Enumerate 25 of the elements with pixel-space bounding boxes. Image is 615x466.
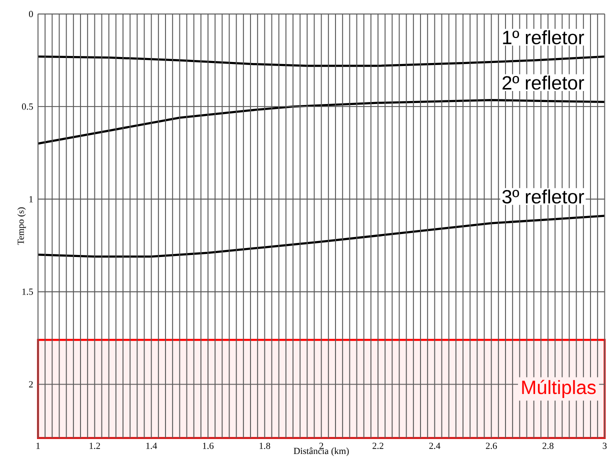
x-tick-label: 1.8	[260, 442, 270, 450]
x-tick-label: 2	[319, 442, 324, 449]
x-tick-label: 2.4	[429, 442, 440, 450]
line-series	[36, 99, 606, 145]
annotation: 2º refletor	[502, 76, 584, 90]
annotation: 1º refletor	[503, 30, 584, 44]
y-tick-label: 1	[29, 196, 33, 202]
line-series	[36, 56, 606, 67]
x-tick-label: 1.6	[202, 442, 214, 450]
x-axis-title: Distância (km)	[294, 448, 349, 456]
y-tick-label: 0.5	[22, 103, 33, 110]
y-tick-label: 0	[28, 10, 33, 18]
y-axis-title: Tempo (s)	[17, 207, 26, 245]
y-tick-label: 2	[29, 381, 33, 388]
x-tick-label: 1.4	[146, 442, 158, 449]
y-tick-label: 1.5	[22, 288, 33, 295]
band-label: Múltiplas	[522, 380, 596, 398]
x-tick-label: 2.6	[486, 442, 497, 450]
x-tick-label: 2.8	[542, 442, 554, 450]
x-tick-label: 1.2	[90, 442, 100, 450]
x-tick-label: 3	[602, 442, 607, 449]
x-tick-label: 1	[36, 442, 40, 449]
x-tick-label: 2.2	[372, 442, 384, 450]
annotation: 3º refletor	[502, 189, 584, 204]
line-series	[36, 214, 606, 258]
